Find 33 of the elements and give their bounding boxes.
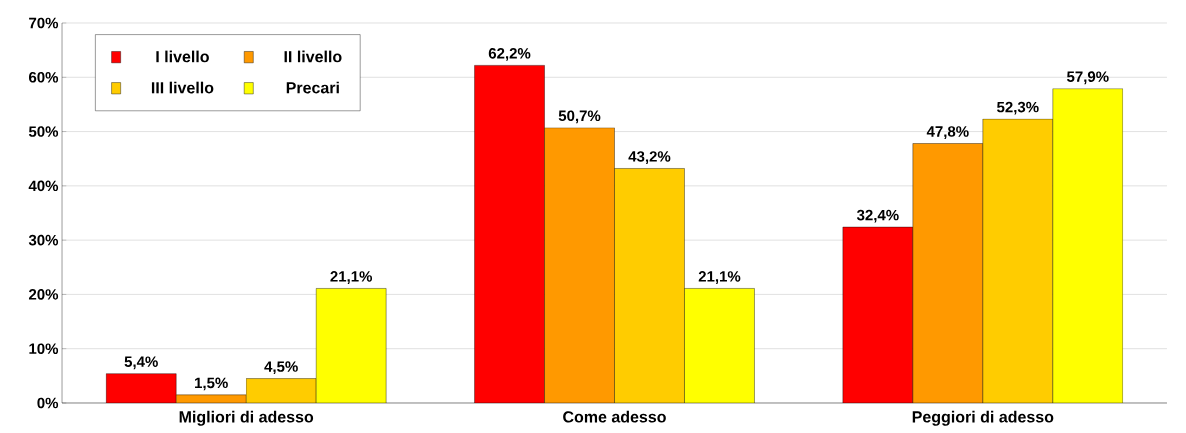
data-label: 21,1% [330,271,373,284]
data-label: 57,9% [1066,71,1109,85]
y-tick-label: 20% [28,289,59,300]
legend-label: I livello [156,50,209,63]
legend-label: Precari [286,81,339,94]
bar [614,168,685,403]
data-label: 47,8% [926,126,969,139]
y-tick-label: 50% [28,126,59,137]
legend-label: III livello [151,81,214,94]
y-tick-label: 10% [29,343,59,355]
x-tick-label: Peggiori di adesso [912,410,1054,426]
y-tick-label: 60% [29,71,59,83]
bar [474,65,545,403]
data-label: 52,3% [997,101,1039,115]
bar [106,373,177,403]
data-label: 4,5% [264,361,298,375]
data-label: 1,5% [195,377,228,391]
x-tick-label: Come adesso [563,410,666,423]
data-label: 32,4% [856,209,899,223]
data-label: 21,1% [698,271,741,284]
y-tick-label: 70% [29,17,59,29]
data-label: 50,7% [558,110,601,124]
bar [842,226,914,403]
data-label: 43,2% [628,151,671,164]
data-label: 5,4% [124,356,158,370]
bar [982,118,1054,403]
y-tick-label: 40% [28,180,59,192]
y-tick-label: 0% [37,397,59,409]
y-tick-label: 30% [28,234,59,246]
data-label: 62,2% [488,48,531,61]
x-tick-label: Migliori di adesso [179,410,314,426]
bar [246,378,317,403]
legend-label: II livello [284,50,342,63]
